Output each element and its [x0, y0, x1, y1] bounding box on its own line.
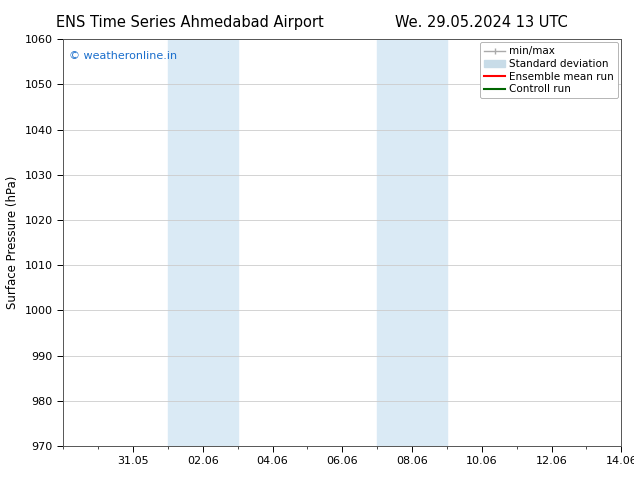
Text: ENS Time Series Ahmedabad Airport: ENS Time Series Ahmedabad Airport: [56, 15, 324, 30]
Bar: [168, 39, 238, 446]
Text: We. 29.05.2024 13 UTC: We. 29.05.2024 13 UTC: [396, 15, 568, 30]
Legend: min/max, Standard deviation, Ensemble mean run, Controll run: min/max, Standard deviation, Ensemble me…: [480, 42, 618, 98]
Text: © weatheronline.in: © weatheronline.in: [69, 51, 177, 61]
Y-axis label: Surface Pressure (hPa): Surface Pressure (hPa): [6, 176, 19, 309]
Bar: [377, 39, 447, 446]
